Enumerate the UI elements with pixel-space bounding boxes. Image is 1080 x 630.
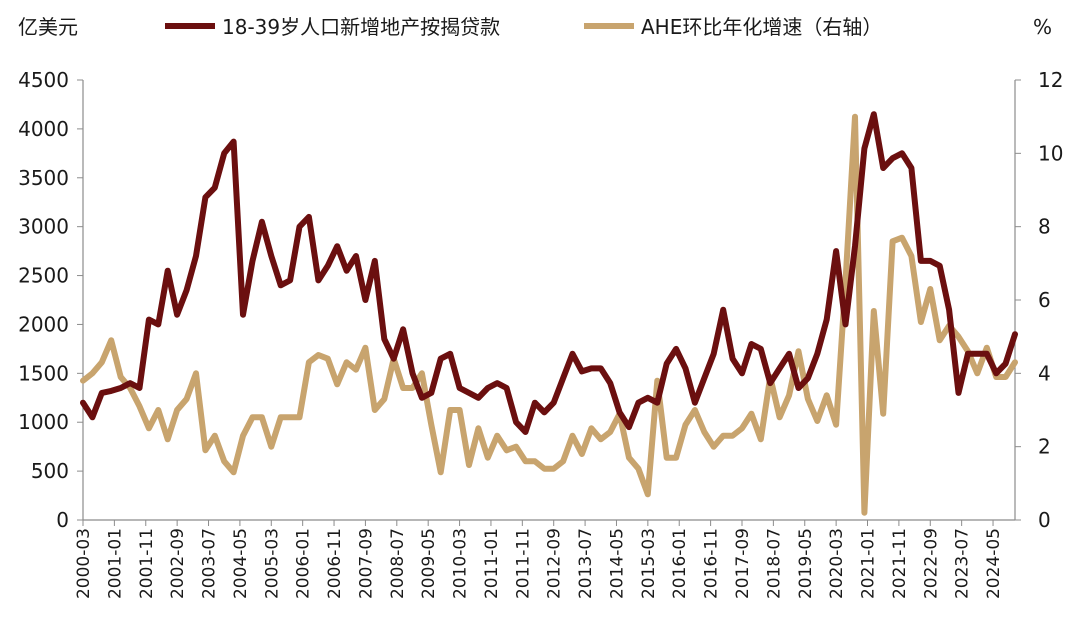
x-tick-label: 2004-05 <box>231 528 251 599</box>
x-tick-label: 2017-09 <box>733 528 753 599</box>
x-tick-label: 2011-11 <box>513 528 533 599</box>
x-tick-label: 2016-01 <box>670 528 690 599</box>
x-tick-label: 2019-05 <box>796 528 816 599</box>
left-y-tick-label: 2000 <box>18 312 69 336</box>
right-y-tick-label: 8 <box>1038 215 1051 239</box>
left-y-tick-label: 4000 <box>18 117 69 141</box>
x-tick-label: 2018-07 <box>764 528 784 599</box>
legend: 18-39岁人口新增地产按揭贷款 AHE环比年化增速（右轴） <box>165 15 882 39</box>
x-tick-label: 2002-09 <box>168 528 188 599</box>
right-y-tick-label: 10 <box>1038 141 1063 165</box>
x-tick-label: 2009-05 <box>419 528 439 599</box>
x-tick-label: 2021-01 <box>859 528 879 599</box>
x-tick-label: 2010-03 <box>451 528 471 599</box>
x-tick-label: 2013-07 <box>576 528 596 599</box>
x-tick-label: 2016-11 <box>702 528 722 599</box>
x-tick-label: 2003-07 <box>200 528 220 599</box>
series-line-1 <box>80 111 1018 435</box>
right-y-tick-label: 6 <box>1038 288 1051 312</box>
right-axis-unit: % <box>1033 15 1052 39</box>
x-tick-label: 2006-01 <box>294 528 314 599</box>
left-y-tick-label: 2500 <box>18 264 69 288</box>
left-y-tick-label: 3500 <box>18 166 69 190</box>
x-tick-label: 2020-03 <box>827 528 847 599</box>
left-axis-unit: 亿美元 <box>18 15 78 39</box>
axes: 0 500 1000 1500 2000 2500 3000 3500 4000 4500 0 2 4 6… <box>18 68 1063 599</box>
right-y-tick-label: 4 <box>1038 361 1051 385</box>
x-tick-label: 2005-03 <box>262 528 282 599</box>
x-tick-label: 2012-09 <box>545 528 565 599</box>
legend-label-series-1: 18-39岁人口新增地产按揭贷款 <box>222 15 500 39</box>
x-tick-label: 2011-01 <box>482 528 502 599</box>
x-tick-label: 2008-07 <box>388 528 408 599</box>
x-tick-label: 2014-05 <box>607 528 627 599</box>
x-tick-label: 2000-03 <box>74 528 94 599</box>
left-y-tick-label: 500 <box>31 459 69 483</box>
left-y-tick-label: 4500 <box>18 68 69 92</box>
x-tick-label: 2022-09 <box>921 528 941 599</box>
right-y-tick-label: 2 <box>1038 435 1051 459</box>
left-y-tick-label: 1000 <box>18 410 69 434</box>
x-tick-label: 2015-03 <box>639 528 659 599</box>
x-tick-label: 2007-09 <box>356 528 376 599</box>
left-y-tick-label: 1500 <box>18 361 69 385</box>
right-y-tick-label: 0 <box>1038 508 1051 532</box>
legend-label-series-2: AHE环比年化增速（右轴） <box>641 15 882 39</box>
left-y-tick-label: 3000 <box>18 215 69 239</box>
x-tick-label: 2001-01 <box>105 528 125 599</box>
left-y-tick-label: 0 <box>56 508 69 532</box>
x-tick-label: 2001-11 <box>137 528 157 599</box>
right-y-tick-label: 12 <box>1038 68 1063 92</box>
x-tick-label: 2023-07 <box>953 528 973 599</box>
x-tick-label: 2021-11 <box>890 528 910 599</box>
series-line-2 <box>80 113 1018 516</box>
series-layer <box>80 111 1018 516</box>
x-tick-label: 2006-11 <box>325 528 345 599</box>
x-tick-label: 2024-05 <box>984 528 1004 599</box>
